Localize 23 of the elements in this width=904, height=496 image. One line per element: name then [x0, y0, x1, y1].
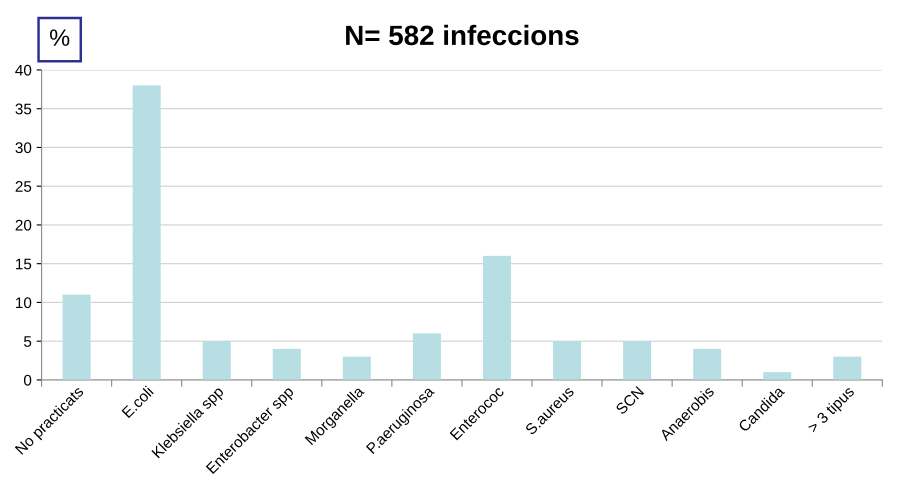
bar — [412, 333, 441, 380]
bar — [693, 348, 722, 380]
bar — [132, 85, 161, 380]
bar — [342, 356, 371, 380]
bar — [202, 341, 231, 380]
y-axis-title: % — [50, 29, 70, 46]
bar — [833, 356, 862, 380]
bar — [763, 372, 792, 380]
y-tick-label: 10 — [16, 297, 32, 308]
bar — [553, 341, 582, 380]
y-tick-label: 0 — [24, 374, 32, 386]
y-tick-label: 35 — [15, 104, 32, 114]
bar — [623, 341, 652, 380]
bar — [272, 348, 301, 380]
bar — [482, 256, 511, 380]
chart-title: N= 582 infeccions — [346, 24, 579, 46]
y-tick-label: 20 — [16, 220, 32, 231]
y-tick-label: 25 — [16, 181, 32, 192]
y-tick-label: 40 — [15, 64, 32, 76]
y-tick-label: 5 — [24, 336, 32, 347]
bar — [62, 294, 91, 380]
y-tick-label: 30 — [15, 142, 32, 154]
y-tick-label: 15 — [16, 258, 32, 270]
